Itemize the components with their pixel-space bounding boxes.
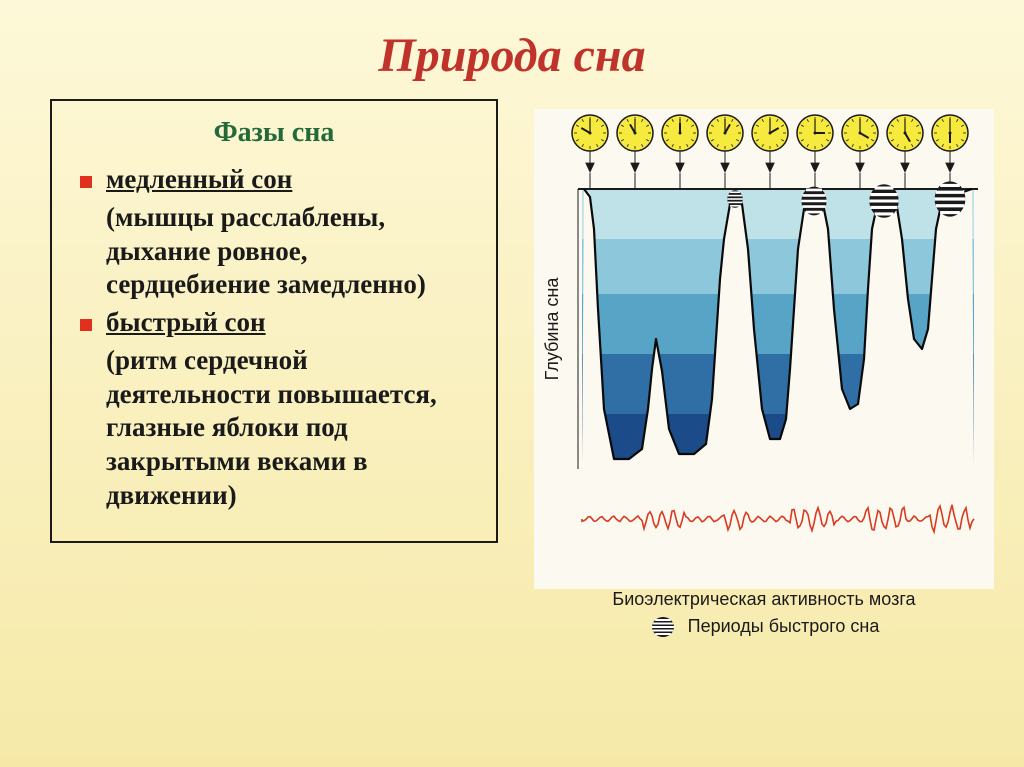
rem-legend-icon [649, 616, 677, 638]
list-item: (мышцы расслаблены, дыхание ровное, серд… [76, 201, 478, 302]
phase-desc: (ритм сердечной деятельности повышается,… [106, 344, 478, 513]
list-item: быстрый сон [76, 306, 478, 340]
content-row: Фазы сна медленный сон (мышцы расслаблен… [0, 99, 1024, 638]
phase-name: быстрый сон [106, 307, 266, 337]
phases-textbox: Фазы сна медленный сон (мышцы расслаблен… [50, 99, 498, 543]
legend-text: Периоды быстрого сна [688, 616, 880, 636]
sleep-depth-svg: Глубина сна [534, 109, 994, 589]
sleep-diagram: Глубина сна Биоэлектрическая активность … [534, 109, 994, 638]
list-item: медленный сон [76, 163, 478, 197]
list-item: (ритм сердечной деятельности повышается,… [76, 344, 478, 513]
eeg-caption: Биоэлектрическая активность мозга [534, 589, 994, 610]
phase-desc: (мышцы расслаблены, дыхание ровное, серд… [106, 201, 478, 302]
page-title: Природа сна [0, 0, 1024, 99]
legend-row: Периоды быстрого сна [534, 616, 994, 638]
phases-list: медленный сон (мышцы расслаблены, дыхани… [70, 163, 478, 513]
phases-heading: Фазы сна [70, 117, 478, 149]
phase-name: медленный сон [106, 164, 292, 194]
svg-text:Глубина сна: Глубина сна [542, 277, 562, 381]
